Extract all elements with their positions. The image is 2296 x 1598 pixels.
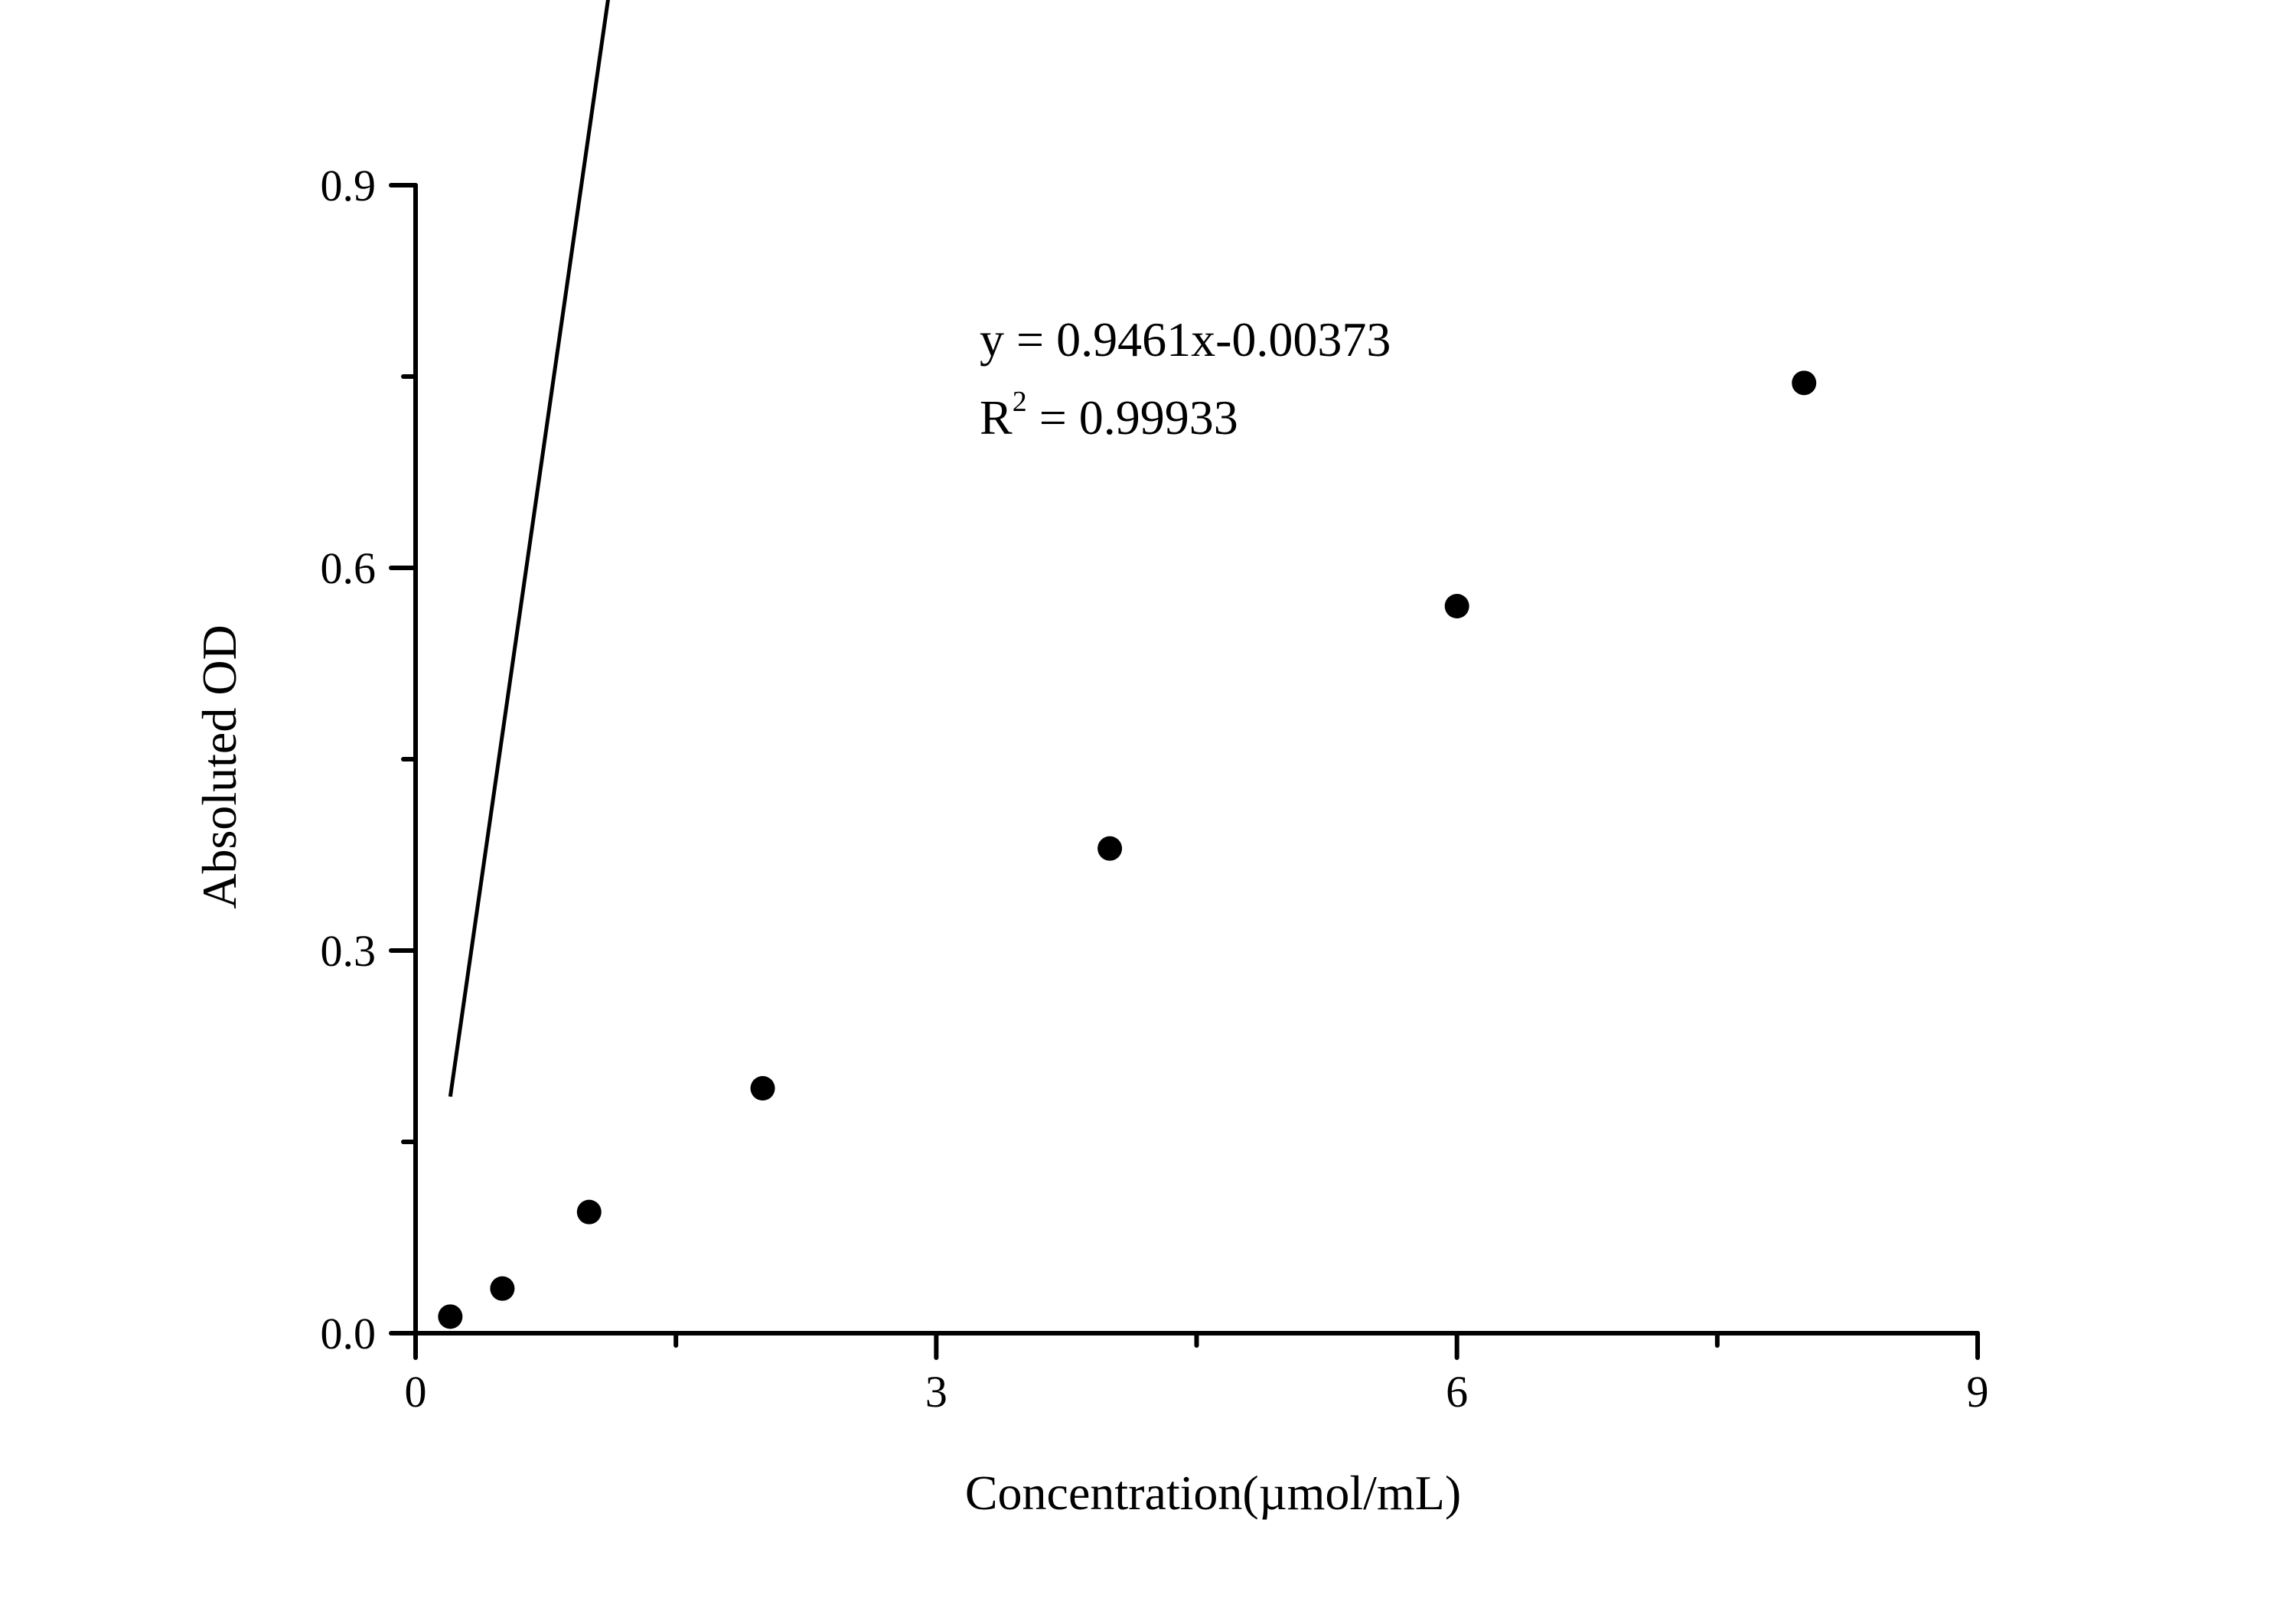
data-point-marker [1792,370,1817,396]
x-axis-ticks: 0 3 6 9 [405,1331,1989,1417]
data-point-marker [438,1304,463,1329]
y-axis-ticks: 0.0 0.3 0.6 0.9 [321,161,418,1358]
r-squared-superscript: 2 [1013,386,1027,418]
x-tick-label: 9 [1967,1367,1989,1417]
y-tick-label: 0.6 [321,543,377,593]
y-axis-title: Absoluted OD [192,625,246,909]
y-tick-label: 0.3 [321,926,377,976]
r-squared-annotation: R2 = 0.99933 [980,386,1238,445]
y-tick-label: 0.9 [321,161,377,210]
x-tick-label: 0 [405,1367,427,1417]
data-point-marker [1444,594,1469,618]
x-axis-title: Concentration(µmol/mL) [965,1466,1461,1520]
data-point-marker [490,1276,515,1301]
r-squared-prefix: R [980,390,1013,445]
data-points [438,370,1817,1329]
data-point-marker [576,1199,602,1225]
equation-annotation: y = 0.9461x-0.00373 [980,312,1391,367]
y-tick-label: 0.0 [321,1309,377,1358]
r-squared-value: = 0.99933 [1027,390,1238,445]
x-tick-label: 6 [1446,1367,1468,1417]
data-point-marker [750,1076,775,1101]
x-tick-label: 3 [925,1367,947,1417]
plot-area: 0 3 6 9 0.0 0.3 0.6 0.9 [321,0,1989,1417]
data-point-marker [1097,836,1123,861]
